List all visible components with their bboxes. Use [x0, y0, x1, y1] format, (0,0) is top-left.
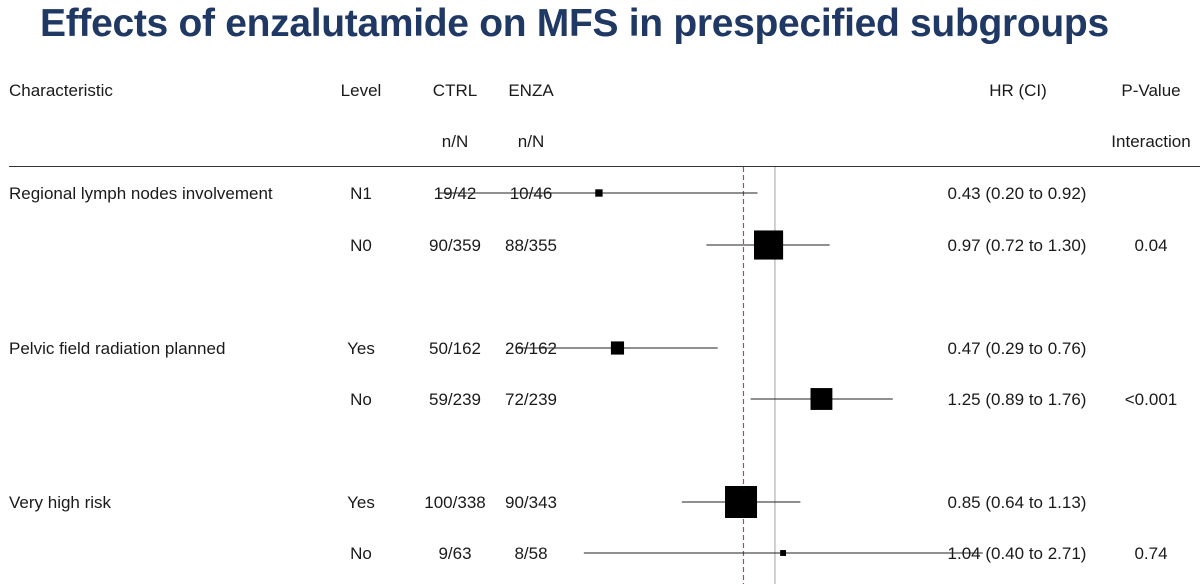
- row-ctrl-count: 9/63: [438, 544, 472, 563]
- row-characteristic: Pelvic field radiation planned: [9, 339, 226, 358]
- header-hr: HR (CI): [989, 81, 1047, 100]
- header-pvalue: P-Value: [1121, 81, 1181, 100]
- row-level: Yes: [347, 339, 375, 358]
- row-hr-ci: 1.04 (0.40 to 2.71): [947, 544, 1087, 563]
- header-nN-ctrl: n/N: [441, 132, 469, 151]
- point-estimate: [780, 550, 787, 556]
- point-estimate: [610, 341, 625, 355]
- row-hr-ci: 0.85 (0.64 to 1.13): [947, 493, 1087, 512]
- row-hr-ci: 0.97 (0.72 to 1.30): [947, 236, 1087, 255]
- point-estimate: [754, 230, 784, 260]
- row-hr-ci: 0.43 (0.20 to 0.92): [947, 184, 1087, 203]
- row-p-value: <0.001: [1124, 390, 1178, 409]
- row-ctrl-count: 90/359: [429, 236, 481, 255]
- header-interaction: Interaction: [1111, 132, 1191, 151]
- row-ctrl-count: 50/162: [429, 339, 481, 358]
- row-characteristic: Very high risk: [9, 493, 112, 512]
- row-enza-count: 72/239: [505, 390, 557, 409]
- row-enza-count: 8/58: [514, 544, 548, 563]
- header-ctrl: CTRL: [432, 81, 478, 100]
- row-level: N1: [350, 184, 372, 203]
- row-ctrl-count: 59/239: [429, 390, 481, 409]
- header-nN-enza: n/N: [517, 132, 545, 151]
- row-enza-count: 90/343: [505, 493, 557, 512]
- row-ctrl-count: 100/338: [424, 493, 486, 512]
- header-level: Level: [340, 81, 382, 100]
- point-estimate: [595, 189, 603, 197]
- header-divider: [9, 166, 1200, 167]
- header-characteristic: Characteristic: [9, 81, 113, 100]
- row-p-value: 0.04: [1134, 236, 1168, 255]
- row-p-value: 0.74: [1134, 544, 1168, 563]
- row-level: No: [350, 544, 372, 563]
- row-level: N0: [350, 236, 372, 255]
- page-title: Effects of enzalutamide on MFS in prespe…: [40, 2, 1109, 45]
- row-enza-count: 88/355: [505, 236, 557, 255]
- row-characteristic: Regional lymph nodes involvement: [9, 184, 273, 203]
- row-hr-ci: 0.47 (0.29 to 0.76): [947, 339, 1087, 358]
- point-estimate: [725, 486, 758, 518]
- header-enza: ENZA: [508, 81, 554, 100]
- point-estimate: [810, 388, 833, 410]
- row-level: No: [350, 390, 372, 409]
- row-level: Yes: [347, 493, 375, 512]
- row-hr-ci: 1.25 (0.89 to 1.76): [947, 390, 1087, 409]
